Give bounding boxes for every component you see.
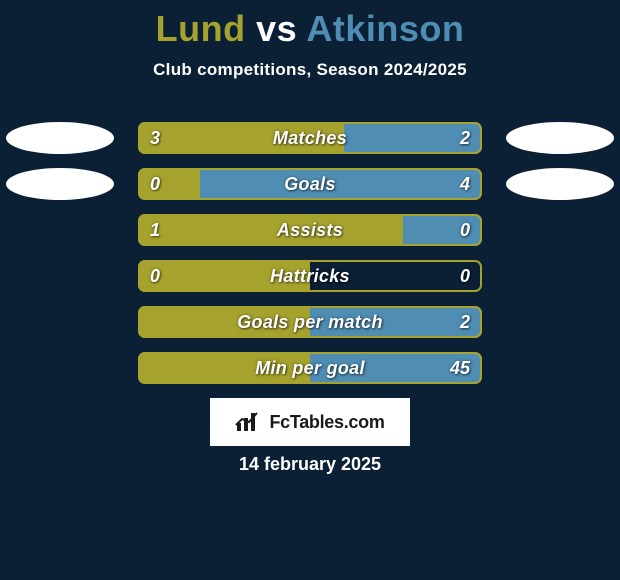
stat-label: Goals [138,168,482,200]
subtitle: Club competitions, Season 2024/2025 [0,60,620,80]
stat-value-right: 0 [460,214,470,246]
stat-value-left: 1 [150,214,160,246]
player-right-avatar [506,122,614,154]
stat-value-left: 0 [150,260,160,292]
player-left-avatar [6,122,114,154]
footer-brand: FcTables.com [269,412,384,433]
stat-row: Assists1 0 [0,214,620,246]
stat-value-right: 2 [460,306,470,338]
stat-label: Matches [138,122,482,154]
footer-badge: FcTables.com [210,398,410,446]
stat-label: Min per goal [138,352,482,384]
title-right-player: Atkinson [306,8,464,49]
player-right-avatar [506,168,614,200]
stat-row: Goals per match2 [0,306,620,338]
stat-value-left: 3 [150,122,160,154]
title-left-player: Lund [156,8,246,49]
stat-value-right: 45 [450,352,470,384]
title-vs: vs [256,8,297,49]
stat-label: Assists [138,214,482,246]
stat-row: Matches3 2 [0,122,620,154]
comparison-infographic: Lund vs Atkinson Club competitions, Seas… [0,0,620,580]
stat-rows: Matches32Goals04Assists10Hattricks00Goal… [0,122,620,398]
stat-value-right: 4 [460,168,470,200]
stat-label: Goals per match [138,306,482,338]
stat-value-right: 2 [460,122,470,154]
stat-row: Min per goal45 [0,352,620,384]
stat-row: Hattricks0 0 [0,260,620,292]
stat-value-left: 0 [150,168,160,200]
stat-row: Goals0 4 [0,168,620,200]
bars-icon [235,411,263,433]
page-title: Lund vs Atkinson [0,0,620,50]
date-text: 14 february 2025 [0,454,620,475]
stat-value-right: 0 [460,260,470,292]
stat-label: Hattricks [138,260,482,292]
player-left-avatar [6,168,114,200]
